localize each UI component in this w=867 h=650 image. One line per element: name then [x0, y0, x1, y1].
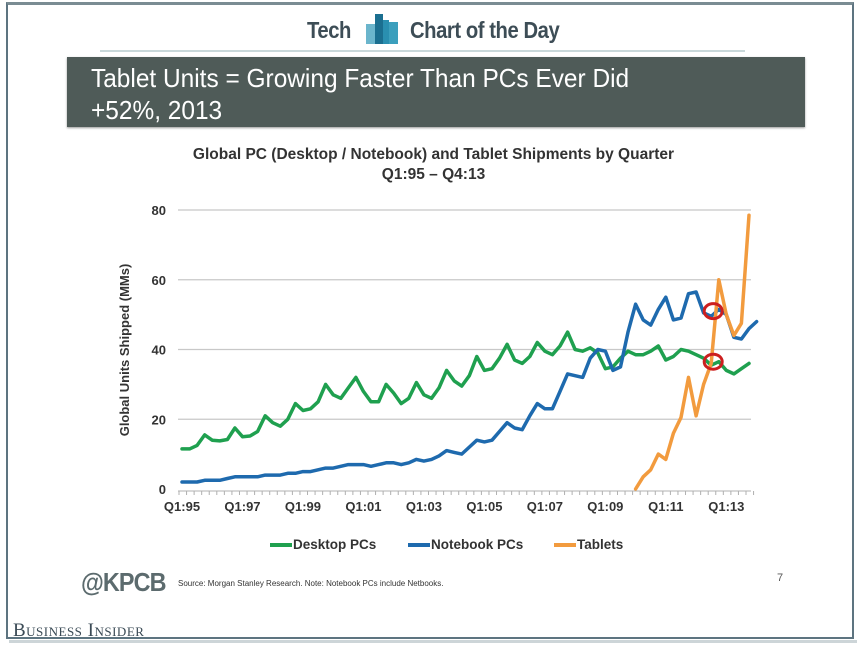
business-insider-logo: Business Insider: [13, 620, 145, 641]
header-tech-label: Tech: [307, 17, 351, 43]
series-line-tablets: [633, 213, 751, 491]
x-tick-label: Q1:01: [345, 499, 381, 514]
highlight-circle: [702, 302, 724, 321]
headline-banner: Tablet Units = Growing Faster Than PCs E…: [67, 57, 805, 127]
y-tick-label: 60: [152, 273, 166, 288]
series-line-desktop-pcs: [180, 330, 751, 451]
source-note: Source: Morgan Stanley Research. Note: N…: [178, 579, 444, 588]
y-tick-label: 40: [152, 343, 166, 358]
legend-label-desktop: Desktop PCs: [293, 537, 377, 552]
x-tick-label: Q1:05: [466, 499, 502, 514]
x-tick-label: Q1:13: [708, 499, 744, 514]
y-axis-label: Global Units Shipped (MMs): [117, 264, 132, 437]
chart-subtitle: Q1:95 – Q4:13: [381, 166, 486, 183]
x-tick-label: Q1:09: [587, 499, 623, 514]
x-tick-label: Q1:07: [527, 499, 563, 514]
x-tick-label: Q1:11: [648, 499, 683, 514]
series-line-notebook-pcs: [180, 290, 759, 484]
x-tick-label: Q1:97: [224, 499, 260, 514]
headline-line-2: +52%, 2013: [91, 95, 223, 125]
legend-item-tablets: Tablets: [554, 537, 623, 552]
y-tick-label: 80: [152, 203, 166, 218]
header-chart-of-the-day-label: Chart of the Day: [410, 17, 560, 43]
page-number: 7: [777, 572, 784, 584]
legend-swatch-notebook: [408, 542, 430, 547]
frame-shadow: [9, 640, 857, 643]
bar-chart-logo-icon: [366, 14, 398, 44]
headline-line-1: Tablet Units = Growing Faster Than PCs E…: [91, 63, 630, 93]
kpcb-logo: @KPCB: [81, 567, 167, 597]
x-tick-label: Q1:03: [406, 499, 442, 514]
x-tick-label: Q1:95: [164, 499, 200, 514]
header-divider: [100, 50, 745, 52]
legend-label-notebook: Notebook PCs: [431, 537, 524, 552]
legend-label-tablets: Tablets: [577, 537, 624, 552]
legend-item-notebook: Notebook PCs: [408, 537, 523, 552]
chart-title: Global PC (Desktop / Notebook) and Table…: [192, 146, 675, 163]
legend-swatch-tablets: [554, 542, 576, 547]
chart-legend: Desktop PCs Notebook PCs Tablets: [0, 537, 867, 557]
legend-item-desktop: Desktop PCs: [270, 537, 376, 552]
y-tick-label: 20: [152, 412, 166, 427]
x-tick-label: Q1:99: [285, 499, 321, 514]
legend-swatch-desktop: [270, 542, 292, 547]
highlight-circle: [702, 352, 724, 371]
y-tick-label: 0: [159, 482, 166, 497]
